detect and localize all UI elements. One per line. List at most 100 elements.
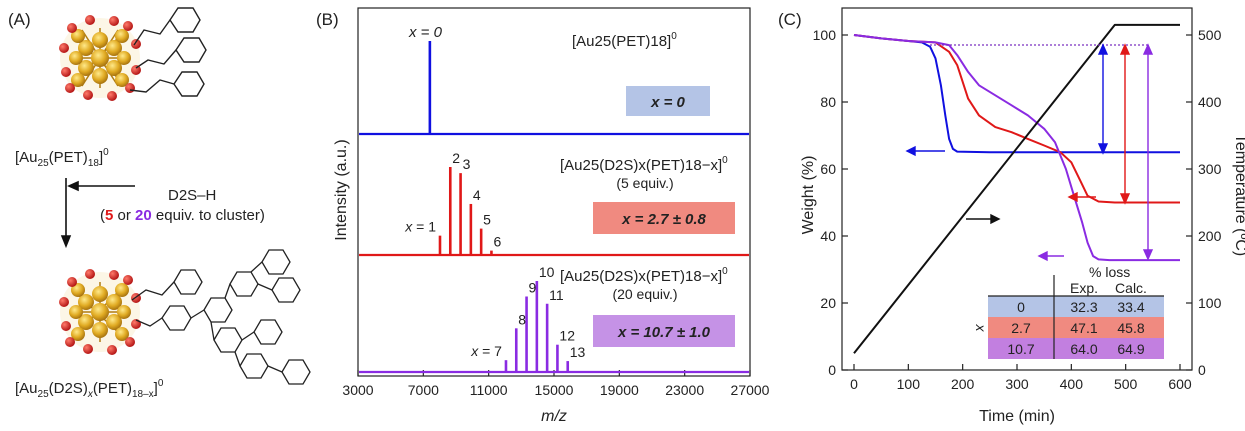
trace1-box bbox=[626, 86, 710, 116]
peak-label: 5 bbox=[483, 212, 491, 228]
temperature-axis-arrow bbox=[966, 213, 1001, 225]
y-tick-label: 40 bbox=[820, 228, 836, 244]
spectra bbox=[359, 41, 749, 374]
x-tick-label: 27000 bbox=[731, 382, 770, 398]
y2-tick-label: 300 bbox=[1198, 161, 1222, 177]
x-tick-label: 300 bbox=[1005, 376, 1029, 392]
table-row-1-bg bbox=[988, 296, 1164, 317]
purple-loss-arrow bbox=[1037, 43, 1154, 262]
x-tick-label: 7000 bbox=[408, 382, 439, 398]
trace1-peak-label: x = 0 bbox=[408, 24, 443, 41]
panel-b: (B) 3000 7000 11000 15000 19000 23000 27000 In… bbox=[316, 7, 770, 425]
table-row-1-calc: 33.4 bbox=[1117, 299, 1144, 315]
peak-label: x = 1 bbox=[404, 219, 436, 235]
x-tick-label: 100 bbox=[897, 376, 921, 392]
table-row-2-exp: 47.1 bbox=[1070, 320, 1097, 336]
x-tick-label: 400 bbox=[1060, 376, 1084, 392]
loss-table: % loss Exp. Calc. x 0 32.3 33.4 2.7 47.1… bbox=[973, 264, 1164, 359]
panel-c-label: (C) bbox=[778, 10, 802, 29]
x-tick-label: 15000 bbox=[535, 382, 574, 398]
peak-label: 6 bbox=[493, 234, 501, 250]
table-row-1-exp: 32.3 bbox=[1070, 299, 1097, 315]
panel-a-label: (A) bbox=[8, 10, 31, 29]
peak-label: 13 bbox=[570, 344, 586, 360]
reagent-label: D2S–H bbox=[168, 187, 216, 204]
bottom-formula: [Au25(D2S)x(PET)18–x]0 bbox=[15, 378, 164, 400]
x-tick-label: 500 bbox=[1114, 376, 1138, 392]
trace2-box bbox=[593, 202, 735, 234]
tga-line bbox=[853, 34, 1180, 262]
d2s-dendron bbox=[131, 249, 311, 385]
panel-c-axes: 0 100 200 300 400 500 600 0 20 40 60 80 100 0 100 200 30… bbox=[813, 27, 1222, 392]
y-tick-label: 0 bbox=[828, 362, 836, 378]
peak-label: 3 bbox=[463, 156, 471, 172]
x-tick-label: 23000 bbox=[665, 382, 704, 398]
table-row-2-bg bbox=[988, 317, 1164, 338]
reaction-arrow bbox=[60, 178, 135, 249]
red-loss-arrow bbox=[1067, 43, 1131, 205]
panel-b-label: (B) bbox=[316, 10, 339, 29]
trace3-equiv: (20 equiv.) bbox=[612, 286, 677, 302]
panel-c: (C) 0 100 200 300 400 500 600 0 20 40 60 80 100 0 100 2… bbox=[778, 7, 1245, 425]
table-row-3-bg bbox=[988, 338, 1164, 359]
table-header: % loss bbox=[1089, 264, 1130, 280]
y2-tick-label: 200 bbox=[1198, 228, 1222, 244]
panel-b-x-axis: 3000 7000 11000 15000 19000 23000 27000 bbox=[342, 370, 770, 398]
table-row-label: x bbox=[973, 324, 989, 333]
x-tick-label: 19000 bbox=[600, 382, 639, 398]
trace3-formula: [Au25(D2S)x(PET)18−x]0 bbox=[560, 266, 728, 285]
table-row-1-x: 0 bbox=[1017, 299, 1025, 315]
panel-b-ylabel: Intensity (a.u.) bbox=[333, 139, 350, 240]
panel-b-xlabel: m/z bbox=[541, 408, 567, 425]
blue-loss-arrow bbox=[905, 43, 1109, 157]
table-row-3-exp: 64.0 bbox=[1070, 341, 1097, 357]
tga-line bbox=[853, 23, 1180, 354]
table-row-3-x: 10.7 bbox=[1007, 341, 1034, 357]
peak-label: 8 bbox=[518, 311, 526, 327]
y-tick-label: 100 bbox=[813, 27, 837, 43]
peak-label: 2 bbox=[452, 150, 460, 166]
table-row-3-calc: 64.9 bbox=[1117, 341, 1144, 357]
table-row-2-calc: 45.8 bbox=[1117, 320, 1144, 336]
top-formula: [Au25(PET)18]0 bbox=[15, 147, 109, 169]
peak-label: 9 bbox=[529, 279, 537, 295]
pet-ligands-top bbox=[129, 7, 207, 97]
trace1-formula: [Au25(PET)18]0 bbox=[572, 31, 677, 50]
panel-c-xlabel: Time (min) bbox=[979, 408, 1055, 425]
equiv-label: (5 or 20 equiv. to cluster) bbox=[100, 207, 265, 224]
reference-annotations bbox=[905, 43, 1154, 262]
x-tick-label: 11000 bbox=[470, 382, 508, 398]
peak-label: 11 bbox=[549, 287, 564, 303]
table-row-2-x: 2.7 bbox=[1011, 320, 1031, 336]
panel-c-y2label: Temperature (ºC) bbox=[1232, 134, 1245, 256]
x-tick-label: 0 bbox=[850, 376, 858, 392]
peak-label: x = 7 bbox=[470, 343, 502, 359]
x-tick-label: 3000 bbox=[342, 382, 373, 398]
trace3-box-text: x = 10.7 ± 1.0 bbox=[617, 324, 711, 341]
tga-curves bbox=[853, 23, 1180, 354]
y-tick-label: 80 bbox=[820, 94, 836, 110]
y2-tick-label: 500 bbox=[1198, 27, 1222, 43]
au25-cluster-top bbox=[59, 15, 141, 101]
panel-c-ylabel: Weight (%) bbox=[800, 156, 817, 235]
peak-label: 12 bbox=[559, 328, 575, 344]
peak-label: 10 bbox=[539, 264, 555, 280]
trace2-formula: [Au25(D2S)x(PET)18−x]0 bbox=[560, 155, 728, 174]
trace2-box-text: x = 2.7 ± 0.8 bbox=[621, 211, 706, 228]
trace3-box bbox=[593, 315, 735, 347]
trace1-box-text: x = 0 bbox=[650, 94, 685, 111]
x-tick-label: 600 bbox=[1168, 376, 1192, 392]
x-tick-label: 200 bbox=[951, 376, 975, 392]
y2-tick-label: 400 bbox=[1198, 94, 1222, 110]
table-col-exp: Exp. bbox=[1070, 280, 1098, 296]
panel-a: (A) bbox=[8, 7, 311, 400]
y2-tick-label: 0 bbox=[1198, 362, 1206, 378]
peak-label: 4 bbox=[473, 187, 481, 203]
y2-tick-label: 100 bbox=[1198, 295, 1222, 311]
table-col-calc: Calc. bbox=[1115, 280, 1147, 296]
au25-cluster-bottom bbox=[59, 269, 141, 355]
y-tick-label: 60 bbox=[820, 161, 836, 177]
tga-line bbox=[853, 34, 1180, 204]
